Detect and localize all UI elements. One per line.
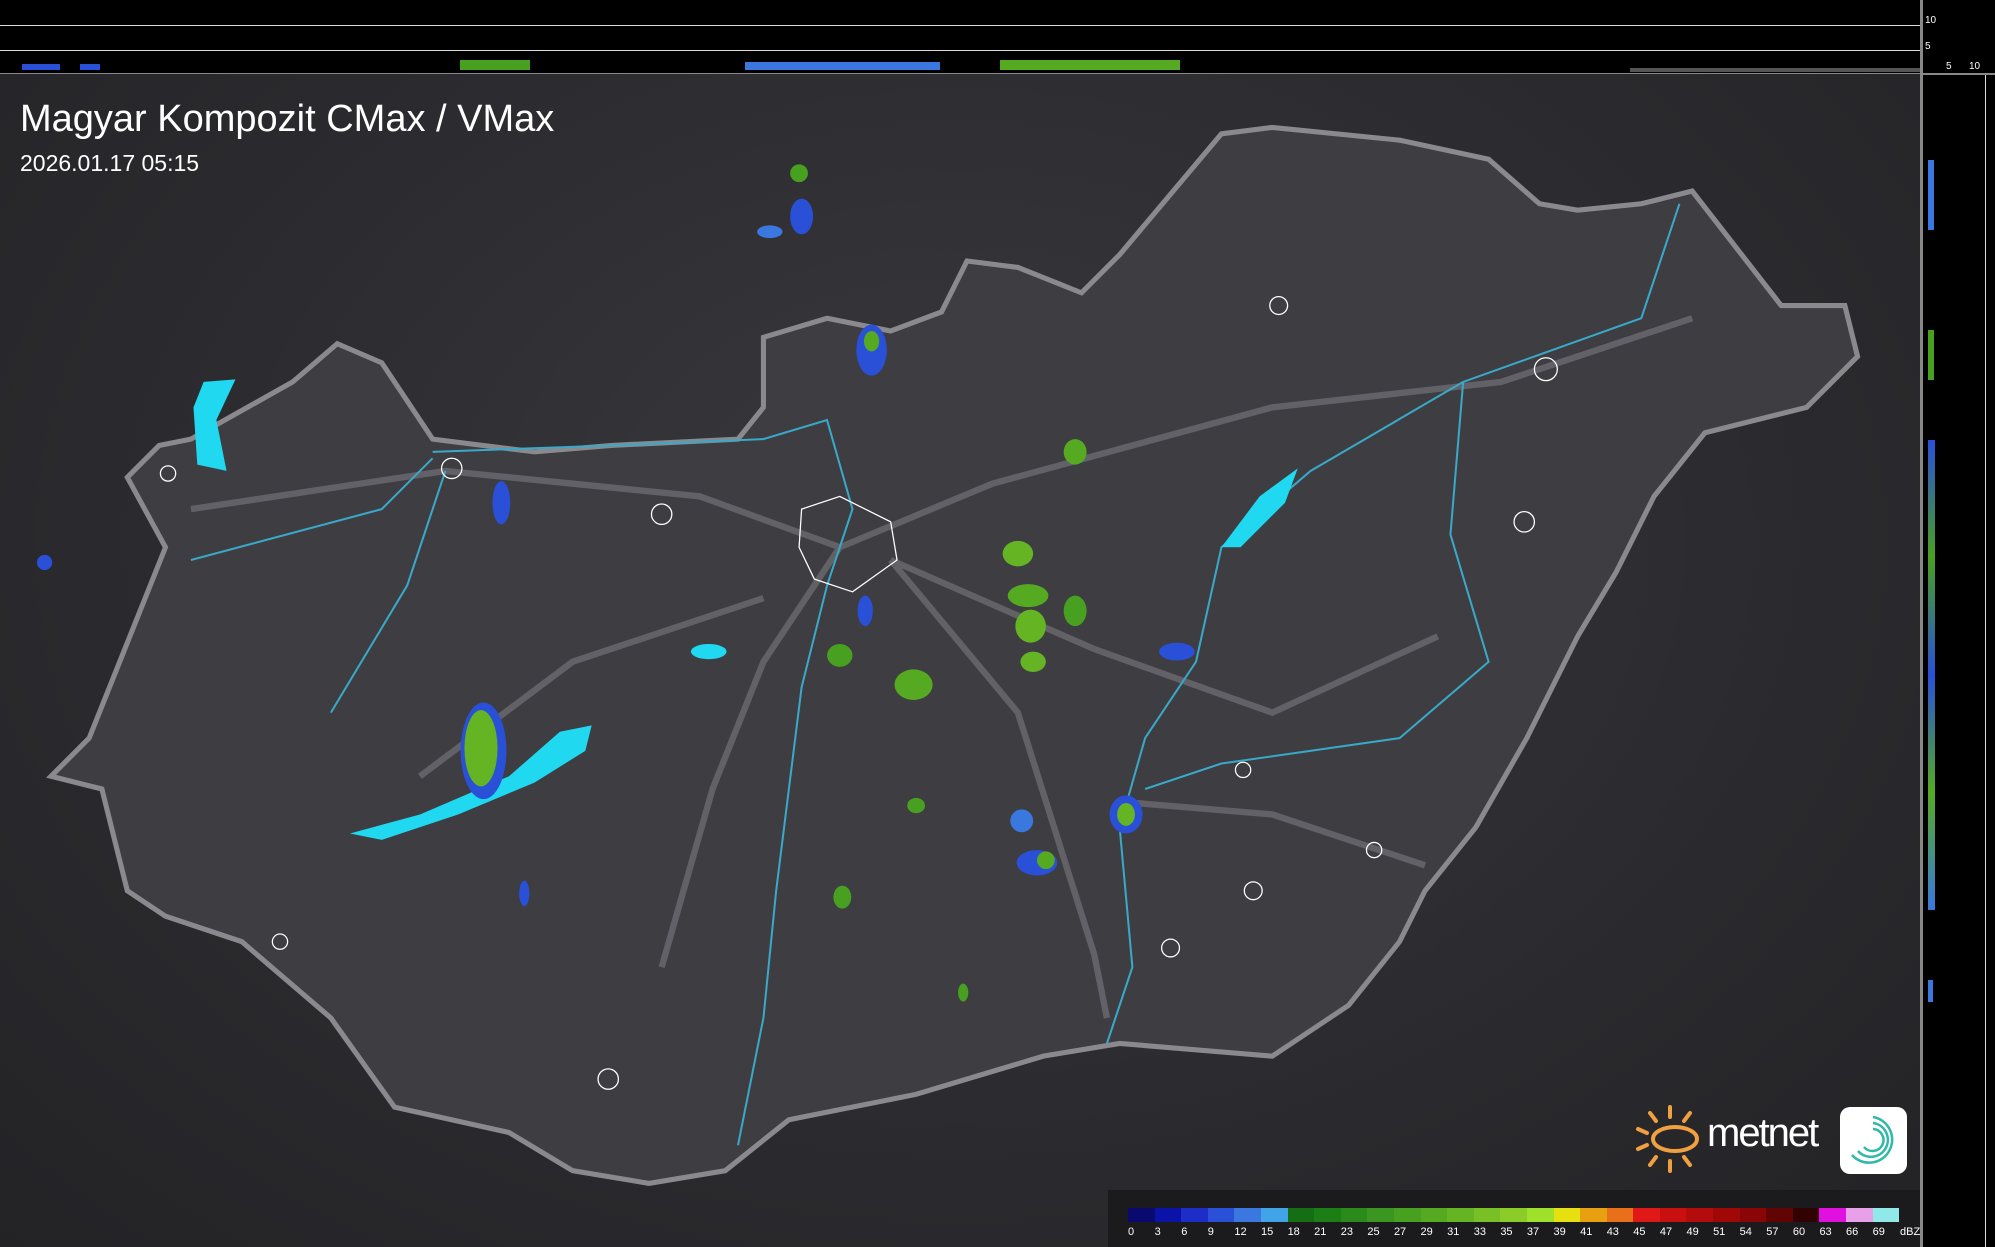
profile-gridline bbox=[0, 50, 1920, 51]
legend-swatch bbox=[1500, 1208, 1527, 1222]
hungary-map bbox=[36, 124, 1861, 1186]
lake-neusiedl bbox=[193, 379, 236, 471]
legend-label: 45 bbox=[1633, 1226, 1646, 1238]
logo-text: metnet bbox=[1707, 1111, 1819, 1155]
legend-swatch bbox=[1766, 1208, 1793, 1222]
legend-label: 27 bbox=[1393, 1226, 1407, 1238]
lakes bbox=[193, 379, 1298, 840]
legend-swatch bbox=[1792, 1208, 1820, 1222]
legend-label: 33 bbox=[1473, 1226, 1486, 1238]
profile-echo bbox=[80, 64, 100, 70]
legend-swatch bbox=[1633, 1208, 1660, 1222]
metnet-logo: metnet bbox=[1635, 1103, 1915, 1175]
legend-label: 9 bbox=[1207, 1226, 1214, 1238]
radar-echoes bbox=[36, 164, 1195, 1002]
rivers bbox=[190, 203, 1681, 1146]
map-title: Magyar Kompozit CMax / VMax bbox=[20, 98, 555, 140]
legend-label: 47 bbox=[1659, 1226, 1673, 1238]
legend-swatch bbox=[1154, 1208, 1182, 1222]
profile-tick-label: 5 bbox=[1946, 61, 1952, 72]
legend-label: 54 bbox=[1739, 1226, 1752, 1238]
legend-swatch bbox=[1207, 1208, 1235, 1222]
legend-swatch bbox=[1447, 1208, 1474, 1222]
legend-label: 25 bbox=[1367, 1226, 1380, 1238]
legend-label: 60 bbox=[1792, 1226, 1806, 1238]
legend-swatch bbox=[1260, 1208, 1288, 1222]
legend-swatch bbox=[1580, 1208, 1607, 1222]
profile-echo bbox=[745, 62, 940, 70]
profile-tick-label: 5 bbox=[1925, 41, 1931, 52]
legend-swatch bbox=[1234, 1208, 1261, 1222]
legend-swatch bbox=[1819, 1208, 1847, 1222]
legend-swatch bbox=[1553, 1208, 1581, 1222]
map-area[interactable] bbox=[0, 74, 1920, 1247]
legend-label: 49 bbox=[1686, 1226, 1699, 1238]
legend-swatch bbox=[1367, 1208, 1394, 1222]
legend-swatch bbox=[1181, 1208, 1208, 1222]
vertical-profile-strip: 10 5 5 10 bbox=[1920, 0, 1995, 1247]
legend-label: 66 bbox=[1846, 1226, 1859, 1238]
profile-tick-label: 10 bbox=[1969, 61, 1981, 72]
legend-label: 6 bbox=[1181, 1226, 1188, 1238]
legend-label: 0 bbox=[1128, 1226, 1135, 1238]
legend-swatch bbox=[1526, 1208, 1554, 1222]
legend-swatch bbox=[1872, 1208, 1900, 1222]
legend-label: 63 bbox=[1819, 1226, 1832, 1238]
legend-swatch bbox=[1686, 1208, 1714, 1222]
profile-gridline bbox=[0, 25, 1920, 26]
legend-swatch bbox=[1287, 1208, 1315, 1222]
profile-tick-label: 10 bbox=[1925, 15, 1937, 26]
legend-swatch bbox=[1340, 1208, 1368, 1222]
legend-label: 31 bbox=[1447, 1226, 1460, 1238]
profile-echo bbox=[1928, 330, 1934, 380]
legend-swatch bbox=[1314, 1208, 1341, 1222]
legend-labels: 0 3 6 9 12 15 18 21 23 25 27 29 31 33 35 37 39 41 43 45 47 49… bbox=[1128, 1226, 1899, 1238]
legend-swatch bbox=[1713, 1208, 1740, 1222]
city-outlines bbox=[159, 296, 1558, 1090]
legend-label: 35 bbox=[1500, 1226, 1513, 1238]
legend-label: 37 bbox=[1526, 1226, 1540, 1238]
profile-divider bbox=[1920, 73, 1995, 75]
legend-label: 51 bbox=[1713, 1226, 1726, 1238]
profile-echo bbox=[1000, 60, 1180, 70]
horizontal-profile-strip bbox=[0, 0, 1920, 75]
profile-gridline bbox=[1985, 75, 1986, 1247]
legend-swatch bbox=[1393, 1208, 1421, 1222]
sun-icon bbox=[1636, 1105, 1699, 1173]
profile-echo bbox=[1630, 68, 1920, 72]
legend-color-bar bbox=[1128, 1208, 1900, 1222]
legend-label: 41 bbox=[1580, 1226, 1593, 1238]
legend-label: 69 bbox=[1872, 1226, 1885, 1238]
profile-echo bbox=[1928, 440, 1935, 910]
legend-label: 18 bbox=[1287, 1226, 1300, 1238]
profile-echo bbox=[1928, 980, 1933, 1002]
swirl-icon bbox=[1840, 1107, 1907, 1174]
lake-balaton bbox=[349, 725, 592, 840]
legend-swatch bbox=[1473, 1208, 1501, 1222]
profile-echo bbox=[22, 64, 60, 70]
legend-label: 29 bbox=[1420, 1226, 1433, 1238]
legend-swatch bbox=[1846, 1208, 1873, 1222]
legend-label: 39 bbox=[1553, 1226, 1566, 1238]
map-timestamp: 2026.01.17 05:15 bbox=[20, 150, 200, 176]
dbz-color-legend: 0 3 6 9 12 15 18 21 23 25 27 29 31 33 35 37 39 41 43 45 47 49… bbox=[1108, 1190, 1920, 1247]
legend-label: 23 bbox=[1340, 1226, 1353, 1238]
legend-swatch bbox=[1128, 1208, 1155, 1222]
profile-echo bbox=[1928, 160, 1934, 230]
legend-label: 15 bbox=[1260, 1226, 1274, 1238]
profile-echo bbox=[460, 60, 530, 70]
legend-swatch bbox=[1606, 1208, 1634, 1222]
legend-swatch bbox=[1659, 1208, 1687, 1222]
legend-label: 21 bbox=[1314, 1226, 1327, 1238]
legend-unit: dBZ bbox=[1900, 1226, 1921, 1238]
legend-label: 12 bbox=[1234, 1226, 1247, 1238]
lake-tisza bbox=[1221, 468, 1298, 548]
legend-label: 57 bbox=[1766, 1226, 1779, 1238]
country-border bbox=[46, 124, 1861, 1186]
legend-label: 43 bbox=[1606, 1226, 1619, 1238]
legend-swatch bbox=[1420, 1208, 1448, 1222]
legend-label: 3 bbox=[1154, 1226, 1161, 1238]
legend-swatch bbox=[1739, 1208, 1767, 1222]
